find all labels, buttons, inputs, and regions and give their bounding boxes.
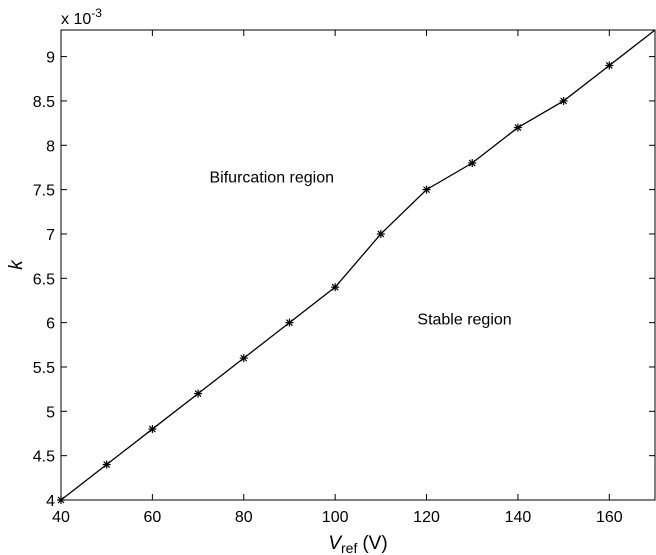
y-tick-label: 7.5 [33,183,55,200]
x-tick-label: 40 [52,509,70,526]
data-point-marker [559,96,568,105]
region-annotation: Bifurcation region [210,170,335,187]
region-annotation: Stable region [417,311,511,328]
annotations: Bifurcation region Stable region [210,170,512,329]
x-tick-label: 120 [413,509,440,526]
y-tick-label: 4 [46,493,55,510]
y-tick-label: 8.5 [33,94,55,111]
data-point-marker [285,318,294,327]
data-point-marker [468,159,477,168]
y-tick-label: 4.5 [33,449,55,466]
y-tick-label: 6.5 [33,271,55,288]
data-point-marker [57,496,65,504]
axis-ticks [60,30,655,501]
x-tick-label: 80 [235,509,253,526]
tick-labels: 40 60 80 100 120 140 160 4 4.5 5 5.5 6 6.5 7 7.5 8 8.5 9 [33,50,623,526]
data-point-marker [148,425,157,434]
series-line [60,29,656,501]
series-markers [57,61,614,504]
y-tick-label: 9 [46,50,55,67]
x-tick-label: 140 [505,509,532,526]
data-point-marker [376,229,385,238]
data-point-marker [102,460,111,469]
x-tick-label: 100 [322,509,349,526]
y-exponent-label: x 10-3 [61,6,102,28]
x-axis-label: Vref (V) [328,533,387,555]
data-point-marker [513,123,522,132]
x-tick-label: 60 [143,509,161,526]
data-point-marker [239,354,248,363]
data-point-marker [331,283,340,292]
data-point-marker [422,185,431,194]
data-point-marker [605,61,614,70]
plot-area [60,29,656,501]
x-tick-label: 160 [596,509,623,526]
y-axis-label: k [6,259,27,270]
y-tick-label: 5.5 [33,360,55,377]
y-tick-label: 7 [46,227,55,244]
y-tick-label: 6 [46,316,55,333]
y-tick-label: 5 [46,404,55,421]
y-tick-label: 8 [46,138,55,155]
data-point-marker [194,389,203,398]
